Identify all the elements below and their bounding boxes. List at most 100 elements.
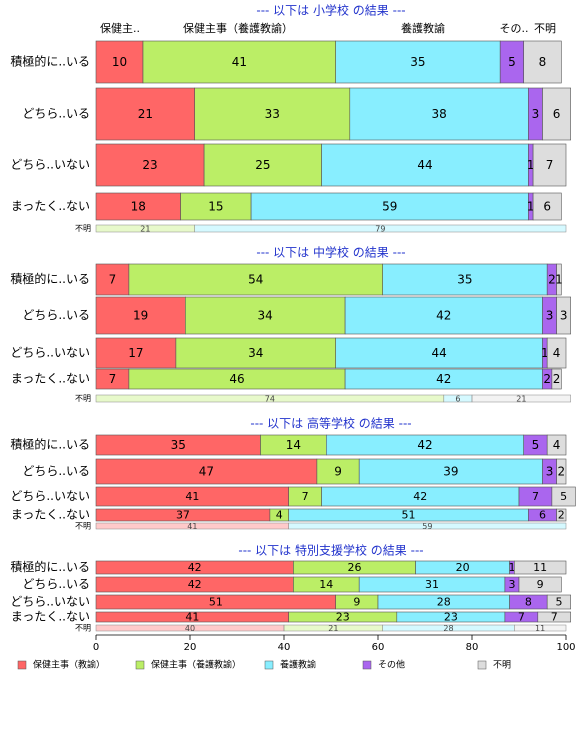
data-label: 11 bbox=[533, 561, 547, 574]
bar-segment bbox=[532, 192, 562, 221]
unknown-row-label: 不明 bbox=[75, 224, 91, 233]
data-label: 3 bbox=[546, 465, 554, 479]
data-label: 9 bbox=[537, 578, 544, 591]
data-label: 7 bbox=[109, 273, 117, 287]
row-label: まったく..ない bbox=[11, 508, 90, 522]
data-label: 6 bbox=[543, 200, 551, 214]
data-label: 35 bbox=[410, 55, 425, 69]
data-label: 2 bbox=[543, 372, 551, 386]
row-label: どちら..いる bbox=[22, 308, 90, 322]
x-tick-label: 80 bbox=[466, 642, 479, 653]
data-label: 46 bbox=[229, 372, 244, 386]
data-label: 10 bbox=[112, 55, 127, 69]
row-label: どちら..いない bbox=[10, 595, 90, 609]
bar-segment bbox=[546, 594, 572, 610]
data-label: 41 bbox=[185, 611, 199, 624]
unknown-data-label: 6 bbox=[455, 395, 460, 404]
x-tick-label: 100 bbox=[556, 642, 575, 653]
data-label: 3 bbox=[560, 309, 568, 323]
unknown-segment bbox=[471, 394, 571, 403]
bar-segment bbox=[556, 458, 567, 485]
legend-label: 保健主事（養護教諭） bbox=[151, 659, 241, 671]
unknown-data-label: 40 bbox=[185, 624, 195, 633]
data-label: 23 bbox=[336, 611, 350, 624]
data-label: 8 bbox=[525, 596, 532, 609]
panel-title: --- 以下は 小学校 の結果 --- bbox=[256, 3, 405, 18]
bar-segment bbox=[185, 296, 346, 335]
bar-segment bbox=[335, 40, 501, 84]
data-label: 4 bbox=[553, 438, 561, 452]
bar-segment bbox=[556, 508, 567, 522]
row-label: どちら..いない bbox=[10, 346, 90, 360]
data-label: 33 bbox=[265, 107, 280, 121]
header-label: 養護教諭 bbox=[401, 21, 445, 35]
data-label: 1 bbox=[527, 200, 535, 214]
unknown-data-label: 41 bbox=[187, 522, 197, 531]
bar-segment bbox=[194, 87, 351, 141]
data-label: 4 bbox=[276, 509, 283, 522]
legend-swatch bbox=[135, 660, 145, 670]
bar-segment bbox=[180, 192, 252, 221]
bar-segment bbox=[95, 87, 195, 141]
bar-segment bbox=[537, 611, 571, 623]
unknown-segment bbox=[288, 522, 567, 530]
data-label: 1 bbox=[508, 561, 515, 574]
unknown-data-label: 21 bbox=[328, 624, 338, 633]
bar-segment bbox=[95, 263, 130, 296]
row-label: まったく..ない bbox=[11, 372, 90, 386]
bar-segment bbox=[542, 87, 572, 141]
data-label: 7 bbox=[518, 611, 525, 624]
data-label: 41 bbox=[232, 55, 247, 69]
bar-segment bbox=[518, 576, 562, 593]
data-label: 51 bbox=[209, 596, 223, 609]
data-label: 6 bbox=[553, 107, 561, 121]
data-label: 18 bbox=[131, 200, 146, 214]
data-label: 5 bbox=[560, 490, 567, 503]
header-label: その.. bbox=[500, 22, 529, 35]
data-label: 31 bbox=[425, 578, 439, 591]
data-label: 17 bbox=[128, 346, 143, 360]
row-label: どちら..いない bbox=[10, 158, 90, 172]
unknown-row-label: 不明 bbox=[75, 394, 91, 403]
header-label: 不明 bbox=[534, 22, 556, 35]
panel-title: --- 以下は 高等学校 の結果 --- bbox=[250, 416, 411, 431]
data-label: 5 bbox=[508, 55, 516, 69]
bar-segment bbox=[321, 143, 529, 187]
data-label: 2 bbox=[548, 273, 556, 287]
data-label: 2 bbox=[558, 509, 565, 522]
row-label: 積極的に..いる bbox=[10, 437, 90, 452]
bar-segment bbox=[128, 263, 383, 296]
data-label: 20 bbox=[456, 561, 470, 574]
row-label: どちら..いる bbox=[22, 107, 90, 121]
bar-segment bbox=[556, 296, 571, 335]
bar-segment bbox=[95, 337, 177, 369]
data-label: 35 bbox=[457, 273, 472, 287]
legend-label: 不明 bbox=[493, 660, 511, 671]
data-label: 39 bbox=[443, 465, 458, 479]
data-label: 9 bbox=[353, 596, 360, 609]
row-label: 積極的に..いる bbox=[10, 559, 90, 574]
unknown-data-label: 11 bbox=[535, 624, 545, 633]
unknown-segment bbox=[514, 624, 567, 632]
data-label: 15 bbox=[208, 200, 223, 214]
unknown-data-label: 21 bbox=[516, 395, 526, 404]
data-label: 42 bbox=[417, 438, 432, 452]
data-label: 37 bbox=[176, 509, 190, 522]
row-label: どちら..いない bbox=[10, 489, 90, 503]
bar-segment bbox=[203, 143, 322, 187]
bar-segment bbox=[95, 143, 205, 187]
bar-segment bbox=[523, 40, 562, 84]
unknown-data-label: 79 bbox=[375, 225, 385, 234]
row-label: どちら..いる bbox=[22, 577, 90, 591]
data-label: 42 bbox=[188, 578, 202, 591]
unknown-row-label: 不明 bbox=[75, 624, 91, 633]
x-tick-label: 0 bbox=[93, 642, 99, 653]
data-label: 3 bbox=[532, 107, 540, 121]
row-label: 積極的に..いる bbox=[10, 54, 90, 69]
legend-swatch bbox=[477, 660, 487, 670]
data-label: 34 bbox=[258, 309, 273, 323]
data-label: 6 bbox=[539, 509, 546, 522]
data-label: 14 bbox=[319, 578, 333, 591]
bar-segment bbox=[95, 192, 181, 221]
data-label: 23 bbox=[142, 158, 157, 172]
